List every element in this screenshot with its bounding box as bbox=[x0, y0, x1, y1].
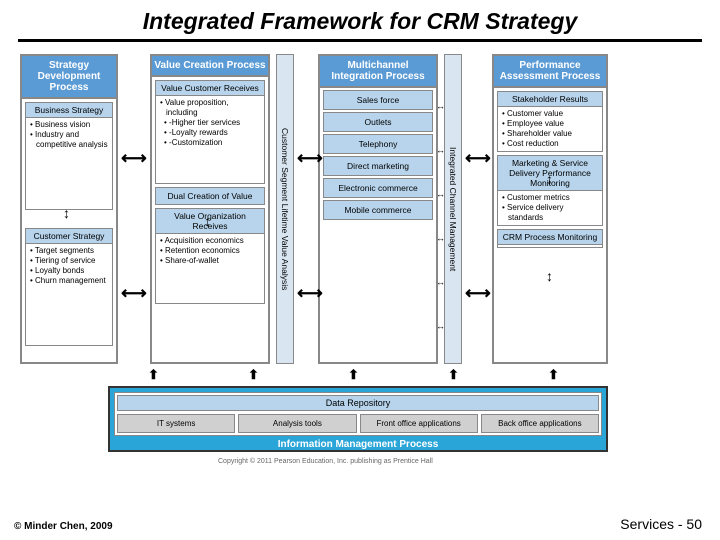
bidir-arrow-icon: ⟷ bbox=[465, 284, 491, 302]
up-arrow-icon: ⬆ bbox=[548, 368, 559, 381]
col-multichannel: Multichannel Integration Process Sales f… bbox=[318, 54, 438, 364]
footer-right: Services - 50 bbox=[620, 516, 702, 532]
item: -Customization bbox=[160, 138, 262, 148]
imp-cell: IT systems bbox=[117, 414, 235, 433]
imp-cell: Back office applications bbox=[481, 414, 599, 433]
item: Value proposition, including bbox=[160, 98, 262, 118]
channel: Telephony bbox=[323, 134, 433, 154]
channel: Outlets bbox=[323, 112, 433, 132]
bidir-arrow-icon: ↔ bbox=[436, 234, 445, 243]
box-hdr: CRM Process Monitoring bbox=[498, 230, 602, 245]
bidir-arrow-icon: ⟷ bbox=[465, 149, 491, 167]
bidir-arrow-icon: ↔ bbox=[436, 102, 445, 111]
col-value: Value Creation Process Value Customer Re… bbox=[150, 54, 270, 364]
diagram: Strategy Development Process Business St… bbox=[18, 54, 702, 484]
col-perf-header: Performance Assessment Process bbox=[494, 56, 606, 88]
item: Customer metrics bbox=[502, 193, 600, 203]
footer-left: © Minder Chen, 2009 bbox=[14, 521, 113, 532]
item: Service delivery standards bbox=[502, 203, 600, 223]
item: Tiering of service bbox=[30, 256, 110, 266]
bidir-arrow-icon: ↔ bbox=[436, 190, 445, 199]
bidir-arrow-icon: ↔ bbox=[436, 322, 445, 331]
bidir-arrow-icon: ↔ bbox=[436, 146, 445, 155]
item: -Higher tier services bbox=[160, 118, 262, 128]
bidir-arrow-icon: ↔ bbox=[436, 278, 445, 287]
item: Loyalty bonds bbox=[30, 266, 110, 276]
info-mgmt-process: Data Repository IT systems Analysis tool… bbox=[108, 386, 608, 452]
item: Shareholder value bbox=[502, 129, 600, 139]
imp-row: IT systems Analysis tools Front office a… bbox=[117, 414, 599, 433]
box-business-strategy: Business Strategy Business visionIndustr… bbox=[25, 102, 113, 210]
imp-title: Information Management Process bbox=[110, 436, 606, 453]
item: Acquisition economics bbox=[160, 236, 262, 246]
item: Cost reduction bbox=[502, 139, 600, 149]
channel: Mobile commerce bbox=[323, 200, 433, 220]
bidir-arrow-icon: ⟷ bbox=[121, 284, 147, 302]
up-arrow-icon: ⬆ bbox=[148, 368, 159, 381]
box-marketing-monitoring: Marketing & Service Delivery Performance… bbox=[497, 155, 603, 226]
channel: Electronic commerce bbox=[323, 178, 433, 198]
box-hdr: Value Customer Receives bbox=[156, 81, 264, 96]
bidir-arrow-icon: ⟷ bbox=[297, 284, 323, 302]
vbar-segment-analysis: Customer Segment Lifetime Value Analysis bbox=[276, 54, 294, 364]
copyright-text: Copyright © 2011 Pearson Education, Inc.… bbox=[218, 458, 433, 465]
box-crm-monitoring: CRM Process Monitoring bbox=[497, 229, 603, 248]
item: Share-of-wallet bbox=[160, 256, 262, 266]
vbar-integrated-channel: Integrated Channel Management bbox=[444, 54, 462, 364]
item: Customer value bbox=[502, 109, 600, 119]
box-stakeholder: Stakeholder Results Customer valueEmploy… bbox=[497, 91, 603, 152]
col-multi-header: Multichannel Integration Process bbox=[320, 56, 436, 88]
col-performance: Performance Assessment Process Stakehold… bbox=[492, 54, 608, 364]
imp-cell: Analysis tools bbox=[238, 414, 356, 433]
box-hdr: Stakeholder Results bbox=[498, 92, 602, 107]
bidir-arrow-icon: ⟷ bbox=[121, 149, 147, 167]
channel: Sales force bbox=[323, 90, 433, 110]
item: Target segments bbox=[30, 246, 110, 256]
box-hdr: Business Strategy bbox=[26, 103, 112, 118]
item: Retention economics bbox=[160, 246, 262, 256]
up-arrow-icon: ⬆ bbox=[248, 368, 259, 381]
col-strategy-header: Strategy Development Process bbox=[22, 56, 116, 99]
dual-creation-label: Dual Creation of Value bbox=[155, 187, 265, 205]
imp-cell: Front office applications bbox=[360, 414, 478, 433]
col-value-header: Value Creation Process bbox=[152, 56, 268, 77]
bidir-arrow-icon: ⟷ bbox=[297, 149, 323, 167]
channel: Direct marketing bbox=[323, 156, 433, 176]
item: Industry and competitive analysis bbox=[30, 130, 110, 150]
imp-inner: Data Repository IT systems Analysis tool… bbox=[114, 392, 602, 436]
box-customer-strategy: Customer Strategy Target segmentsTiering… bbox=[25, 228, 113, 346]
box-hdr: Customer Strategy bbox=[26, 229, 112, 244]
up-arrow-icon: ⬆ bbox=[448, 368, 459, 381]
data-repository-label: Data Repository bbox=[117, 395, 599, 411]
bidir-arrow-icon: ↕ bbox=[63, 206, 70, 220]
up-arrow-icon: ⬆ bbox=[348, 368, 359, 381]
box-value-customer: Value Customer Receives Value propositio… bbox=[155, 80, 265, 184]
bidir-arrow-icon: ↕ bbox=[546, 269, 553, 283]
item: Business vision bbox=[30, 120, 110, 130]
bidir-arrow-icon: ↕ bbox=[546, 172, 553, 186]
page-title: Integrated Framework for CRM Strategy bbox=[18, 0, 702, 42]
bidir-arrow-icon: ↕ bbox=[204, 214, 211, 228]
item: -Loyalty rewards bbox=[160, 128, 262, 138]
item: Employee value bbox=[502, 119, 600, 129]
item: Churn management bbox=[30, 276, 110, 286]
